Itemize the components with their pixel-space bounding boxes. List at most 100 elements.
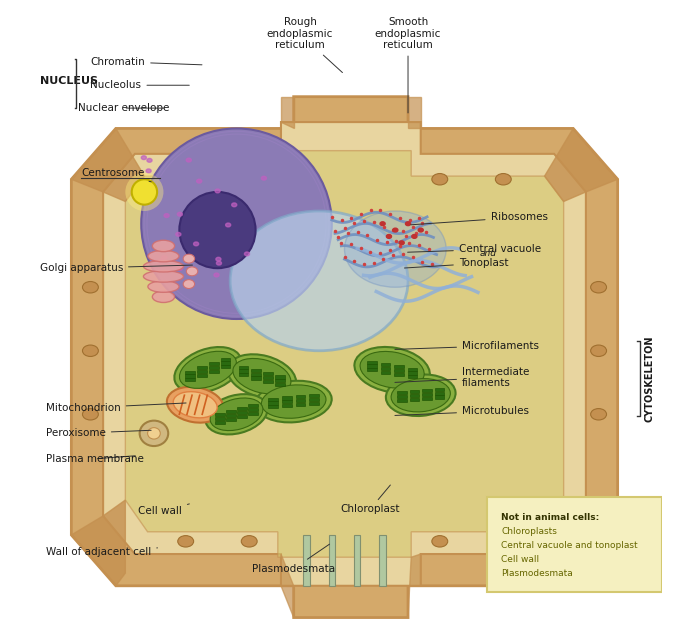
FancyBboxPatch shape	[408, 371, 417, 375]
Ellipse shape	[228, 354, 296, 398]
FancyBboxPatch shape	[251, 376, 260, 380]
Text: CYTOSKELETON: CYTOSKELETON	[644, 336, 655, 422]
FancyBboxPatch shape	[209, 366, 218, 369]
FancyBboxPatch shape	[367, 368, 377, 371]
FancyBboxPatch shape	[263, 372, 273, 375]
Text: Chloroplasts: Chloroplasts	[502, 527, 557, 536]
FancyBboxPatch shape	[197, 374, 207, 377]
Text: Plasmodesmata: Plasmodesmata	[502, 568, 573, 577]
Polygon shape	[564, 500, 617, 586]
Ellipse shape	[432, 174, 448, 185]
Ellipse shape	[233, 359, 291, 394]
FancyBboxPatch shape	[296, 396, 305, 399]
Text: Chloroplast: Chloroplast	[340, 485, 400, 514]
FancyBboxPatch shape	[269, 405, 278, 408]
FancyBboxPatch shape	[394, 369, 404, 373]
Ellipse shape	[147, 427, 161, 439]
FancyBboxPatch shape	[422, 389, 432, 392]
Ellipse shape	[216, 257, 221, 261]
Ellipse shape	[132, 179, 157, 205]
Polygon shape	[281, 97, 294, 128]
FancyBboxPatch shape	[282, 404, 291, 407]
Ellipse shape	[146, 169, 151, 173]
FancyBboxPatch shape	[239, 369, 249, 373]
Ellipse shape	[386, 375, 455, 416]
Text: Central vacuole: Central vacuole	[408, 244, 541, 254]
Ellipse shape	[230, 211, 408, 351]
Text: NUCLEUS: NUCLEUS	[39, 76, 98, 85]
FancyBboxPatch shape	[329, 535, 335, 586]
Text: Microfilaments: Microfilaments	[395, 341, 539, 351]
Ellipse shape	[232, 203, 237, 207]
Ellipse shape	[380, 222, 385, 226]
FancyBboxPatch shape	[269, 401, 278, 404]
Ellipse shape	[177, 267, 183, 271]
FancyBboxPatch shape	[408, 375, 417, 378]
Ellipse shape	[141, 156, 146, 160]
Ellipse shape	[216, 261, 221, 265]
FancyBboxPatch shape	[263, 380, 273, 383]
Ellipse shape	[183, 279, 194, 288]
Ellipse shape	[418, 228, 423, 232]
FancyBboxPatch shape	[380, 363, 390, 366]
Text: Cell wall: Cell wall	[502, 554, 539, 563]
Text: Ribosomes: Ribosomes	[411, 212, 548, 225]
FancyBboxPatch shape	[185, 375, 195, 378]
FancyBboxPatch shape	[276, 383, 285, 386]
Text: Plasmodesmata: Plasmodesmata	[252, 544, 336, 574]
Ellipse shape	[590, 281, 606, 293]
Ellipse shape	[186, 158, 192, 162]
FancyBboxPatch shape	[282, 396, 291, 399]
FancyBboxPatch shape	[209, 362, 218, 365]
FancyBboxPatch shape	[422, 393, 432, 396]
Polygon shape	[72, 128, 145, 202]
Polygon shape	[125, 151, 564, 557]
FancyBboxPatch shape	[410, 390, 419, 393]
FancyBboxPatch shape	[269, 397, 278, 401]
Polygon shape	[408, 554, 421, 618]
FancyBboxPatch shape	[408, 367, 417, 371]
FancyBboxPatch shape	[251, 369, 260, 372]
Polygon shape	[544, 128, 617, 202]
Ellipse shape	[205, 394, 267, 434]
Ellipse shape	[241, 536, 257, 547]
Ellipse shape	[83, 281, 99, 293]
FancyBboxPatch shape	[215, 420, 225, 424]
Ellipse shape	[141, 128, 332, 319]
Ellipse shape	[196, 179, 202, 183]
Ellipse shape	[167, 387, 223, 422]
Ellipse shape	[210, 398, 263, 431]
Ellipse shape	[158, 259, 163, 263]
FancyBboxPatch shape	[367, 360, 377, 364]
Ellipse shape	[140, 420, 168, 446]
Ellipse shape	[147, 158, 152, 162]
Text: and: and	[480, 249, 497, 258]
Text: Not in animal cells:: Not in animal cells:	[502, 513, 599, 522]
Polygon shape	[72, 97, 617, 618]
FancyBboxPatch shape	[276, 379, 285, 382]
FancyBboxPatch shape	[197, 366, 207, 369]
Ellipse shape	[590, 345, 606, 357]
Text: Plasma membrane: Plasma membrane	[46, 454, 144, 464]
Ellipse shape	[143, 260, 183, 272]
Ellipse shape	[214, 273, 219, 277]
Ellipse shape	[125, 173, 163, 211]
Polygon shape	[103, 122, 586, 586]
FancyBboxPatch shape	[435, 392, 444, 395]
FancyBboxPatch shape	[394, 366, 404, 369]
Ellipse shape	[495, 174, 511, 185]
Ellipse shape	[245, 252, 249, 256]
Ellipse shape	[399, 241, 404, 245]
FancyBboxPatch shape	[303, 535, 309, 586]
Ellipse shape	[183, 254, 194, 263]
FancyBboxPatch shape	[221, 362, 230, 365]
FancyBboxPatch shape	[380, 371, 390, 374]
FancyBboxPatch shape	[237, 407, 247, 410]
Ellipse shape	[406, 222, 411, 226]
Ellipse shape	[178, 174, 194, 185]
Text: Mitochondrion: Mitochondrion	[46, 403, 186, 413]
FancyBboxPatch shape	[354, 535, 360, 586]
Ellipse shape	[148, 281, 179, 292]
FancyBboxPatch shape	[226, 414, 236, 417]
Text: Nuclear envelope: Nuclear envelope	[78, 103, 169, 113]
